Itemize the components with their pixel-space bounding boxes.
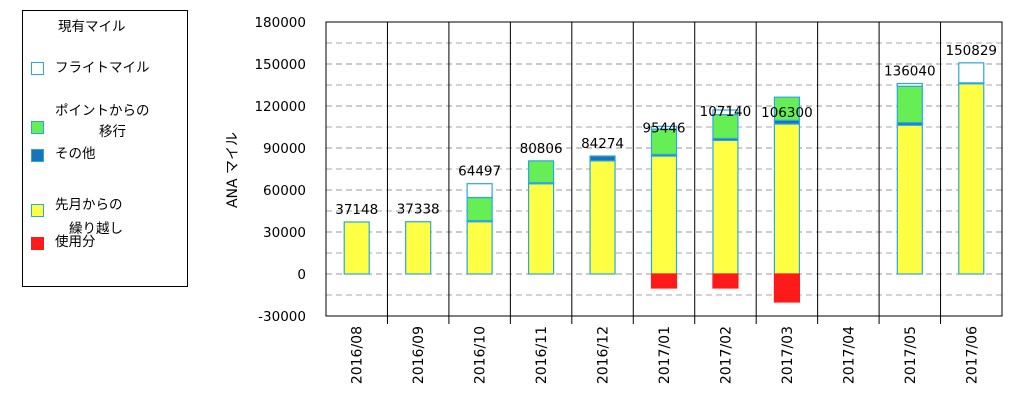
y-axis-label: ANA マイル [225,132,241,208]
y-tick-label: 0 [297,267,306,283]
bar-segment-flight [896,82,923,87]
legend-swatch-carry [31,204,44,217]
bar-layer [343,62,985,303]
bar-total-label: 37338 [397,202,440,218]
bar-segment-carry [343,221,370,275]
bar-segment-point [896,85,923,124]
bar-segment-flight [958,62,985,84]
bar-total-label: 107140 [700,104,752,120]
bar-total-label: 106300 [761,105,813,121]
bar-total-label: 80806 [520,141,563,157]
y-tick-label: 150000 [254,57,306,73]
bar-segment-carry [896,124,923,275]
grid-layer [326,42,1002,296]
legend-title: 現有マイル [58,19,126,35]
bar-segment-carry [466,221,493,275]
legend-label-point: ポイントからの 移行 [55,103,150,140]
x-tick-label: 2016/08 [350,326,366,384]
x-tick-label: 2016/11 [534,326,550,384]
x-tick-label: 2017/01 [657,326,673,384]
bar-total-label: 150829 [945,43,997,59]
x-tick-label: 2016/10 [473,326,489,384]
y-tick-label: 180000 [254,15,306,31]
bar-total-label: 64497 [458,164,501,180]
bar-segment-used [773,273,801,303]
y-tick-label: 120000 [254,99,306,115]
legend-swatch-other [31,149,44,162]
label-layer: 37148 37338 64497 80806 84274 95446 107140 1063… [335,43,997,218]
x-tick-label: 2017/04 [841,326,857,384]
y-tick-label: 30000 [263,225,306,241]
bar-segment-carry [527,183,555,275]
x-tick-label: 2017/02 [718,326,734,384]
bar-segment-point [650,128,678,155]
legend: 現有マイル フライトマイルポイントからの 移行その他先月からの 繰り越し 使用分 [22,10,188,287]
legend-label-used: 使用分 [55,234,96,250]
bar-segment-flight [466,183,493,199]
bar-segment-used [650,273,678,289]
bar-segment-used [712,273,739,289]
x-tick-label: 2017/03 [780,326,796,384]
bar-total-label: 95446 [643,120,686,136]
bar-total-label: 136040 [884,64,936,80]
legend-swatch-point [31,121,44,134]
bar-segment-point [466,196,493,222]
bar-segment-flight [650,125,678,130]
bar-total-label: 37148 [335,202,378,218]
bar-segment-carry [958,82,985,275]
legend-label-carry: 先月からの 繰り越し [55,197,123,237]
bar-segment-carry [773,123,801,275]
x-tick-label: 2017/06 [964,326,980,384]
y-tick-label: 90000 [263,141,306,157]
bar-segment-carry [589,160,616,275]
legend-swatch-flight [31,62,44,75]
bar-total-label: 84274 [581,136,624,152]
x-tick-label: 2016/12 [596,326,612,384]
legend-label-flight: フライトマイル [55,60,150,76]
bar-segment-carry [650,155,678,275]
axis-layer: -30000 0 30000 60000 90000 120000 150000 180000… [254,15,1003,384]
bar-segment-carry [405,221,432,275]
plot-frame [325,21,1003,317]
legend-label-other: その他 [55,146,96,162]
bar-segment-carry [712,139,739,275]
bar-segment-other [589,155,616,162]
x-tick-label: 2016/09 [411,326,427,384]
y-tick-label: 60000 [263,183,306,199]
y-tick-label: -30000 [258,309,306,325]
x-tick-label: 2017/05 [903,326,919,384]
bar-segment-point [527,160,555,184]
bar-segment-point [773,96,801,121]
bar-segment-flight [712,109,739,116]
legend-swatch-used [31,237,44,250]
